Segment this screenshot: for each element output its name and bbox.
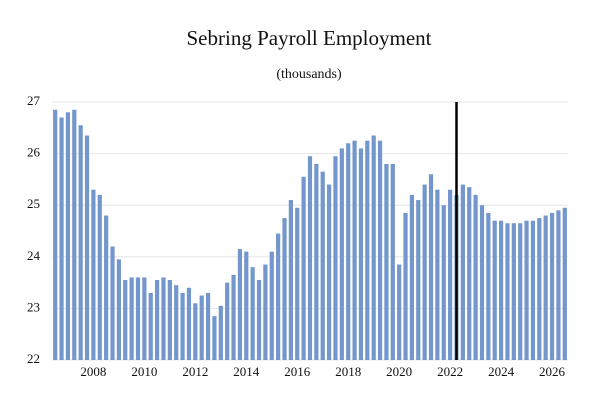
bar xyxy=(486,212,491,360)
bar xyxy=(225,282,230,360)
bar xyxy=(237,249,243,360)
bar xyxy=(84,135,90,360)
bar xyxy=(91,189,96,360)
bar xyxy=(110,246,115,360)
bar xyxy=(205,292,211,360)
x-tick-label: 2018 xyxy=(335,364,361,379)
bar xyxy=(142,277,147,360)
bar xyxy=(460,184,465,360)
bar xyxy=(530,220,536,360)
bar xyxy=(129,277,134,360)
bar xyxy=(104,215,109,360)
y-tick-label: 27 xyxy=(27,93,41,108)
bar xyxy=(186,287,192,360)
bar xyxy=(428,174,434,360)
bar xyxy=(416,200,421,360)
bar xyxy=(250,267,255,360)
bar xyxy=(365,140,370,360)
bar xyxy=(422,184,427,360)
bar xyxy=(78,125,83,360)
bar xyxy=(346,143,351,360)
bar xyxy=(199,295,204,360)
bar xyxy=(339,148,344,360)
bar xyxy=(148,292,153,360)
x-tick-label: 2014 xyxy=(233,364,260,379)
bar xyxy=(320,171,325,360)
x-tick-label: 2020 xyxy=(386,364,412,379)
bar xyxy=(467,187,472,360)
bar xyxy=(403,212,408,360)
bar xyxy=(288,200,293,360)
bar xyxy=(263,264,268,360)
x-tick-label: 2026 xyxy=(539,364,566,379)
bar xyxy=(397,264,402,360)
bar xyxy=(498,220,504,360)
bar xyxy=(384,163,389,360)
bar xyxy=(180,292,185,360)
bar xyxy=(511,223,516,360)
bar xyxy=(53,109,58,361)
bar xyxy=(174,285,179,360)
bar xyxy=(135,277,141,360)
bar xyxy=(307,156,313,360)
y-tick-label: 22 xyxy=(27,351,40,366)
bar xyxy=(282,218,287,360)
bar xyxy=(333,156,338,360)
bar xyxy=(435,189,440,360)
bar xyxy=(276,233,281,360)
y-tick-label: 24 xyxy=(27,248,41,263)
bar xyxy=(65,112,71,360)
bar xyxy=(562,207,567,360)
bar xyxy=(352,140,357,360)
bar xyxy=(244,251,249,360)
y-tick-label: 23 xyxy=(27,299,40,314)
bar xyxy=(256,280,262,360)
bar xyxy=(492,220,497,360)
y-tick-label: 26 xyxy=(27,145,41,160)
bar xyxy=(314,163,319,360)
bar xyxy=(505,223,510,360)
bar xyxy=(167,280,172,360)
bar xyxy=(473,194,478,360)
bar xyxy=(409,194,415,360)
bar xyxy=(161,277,166,360)
bar xyxy=(97,194,102,360)
bar xyxy=(377,140,383,360)
x-tick-label: 2012 xyxy=(182,364,208,379)
bar xyxy=(518,223,523,360)
bar xyxy=(123,280,128,360)
y-tick-label: 25 xyxy=(27,196,40,211)
bar xyxy=(479,205,485,360)
bar xyxy=(212,316,217,360)
bar xyxy=(524,220,529,360)
bar xyxy=(59,117,64,360)
x-tick-label: 2022 xyxy=(437,364,463,379)
bar xyxy=(72,109,77,361)
bar xyxy=(390,163,395,360)
bar xyxy=(155,280,160,360)
bar xyxy=(301,176,306,360)
bar xyxy=(543,215,548,360)
bar xyxy=(231,274,236,360)
bar xyxy=(326,184,332,360)
bar xyxy=(537,218,542,360)
x-tick-label: 2016 xyxy=(284,364,311,379)
bar xyxy=(556,210,561,360)
bar xyxy=(371,135,376,360)
x-tick-label: 2024 xyxy=(488,364,515,379)
bar xyxy=(218,305,223,360)
bar xyxy=(549,212,555,360)
chart-subtitle: (thousands) xyxy=(276,67,342,82)
x-tick-label: 2010 xyxy=(131,364,157,379)
x-tick-label: 2008 xyxy=(80,364,106,379)
bar xyxy=(448,189,453,360)
bar xyxy=(295,207,300,360)
bar xyxy=(116,259,121,360)
bar xyxy=(193,303,198,360)
bar xyxy=(269,251,274,360)
bar xyxy=(358,148,364,360)
bar xyxy=(441,205,446,360)
chart-title: Sebring Payroll Employment xyxy=(187,26,432,50)
